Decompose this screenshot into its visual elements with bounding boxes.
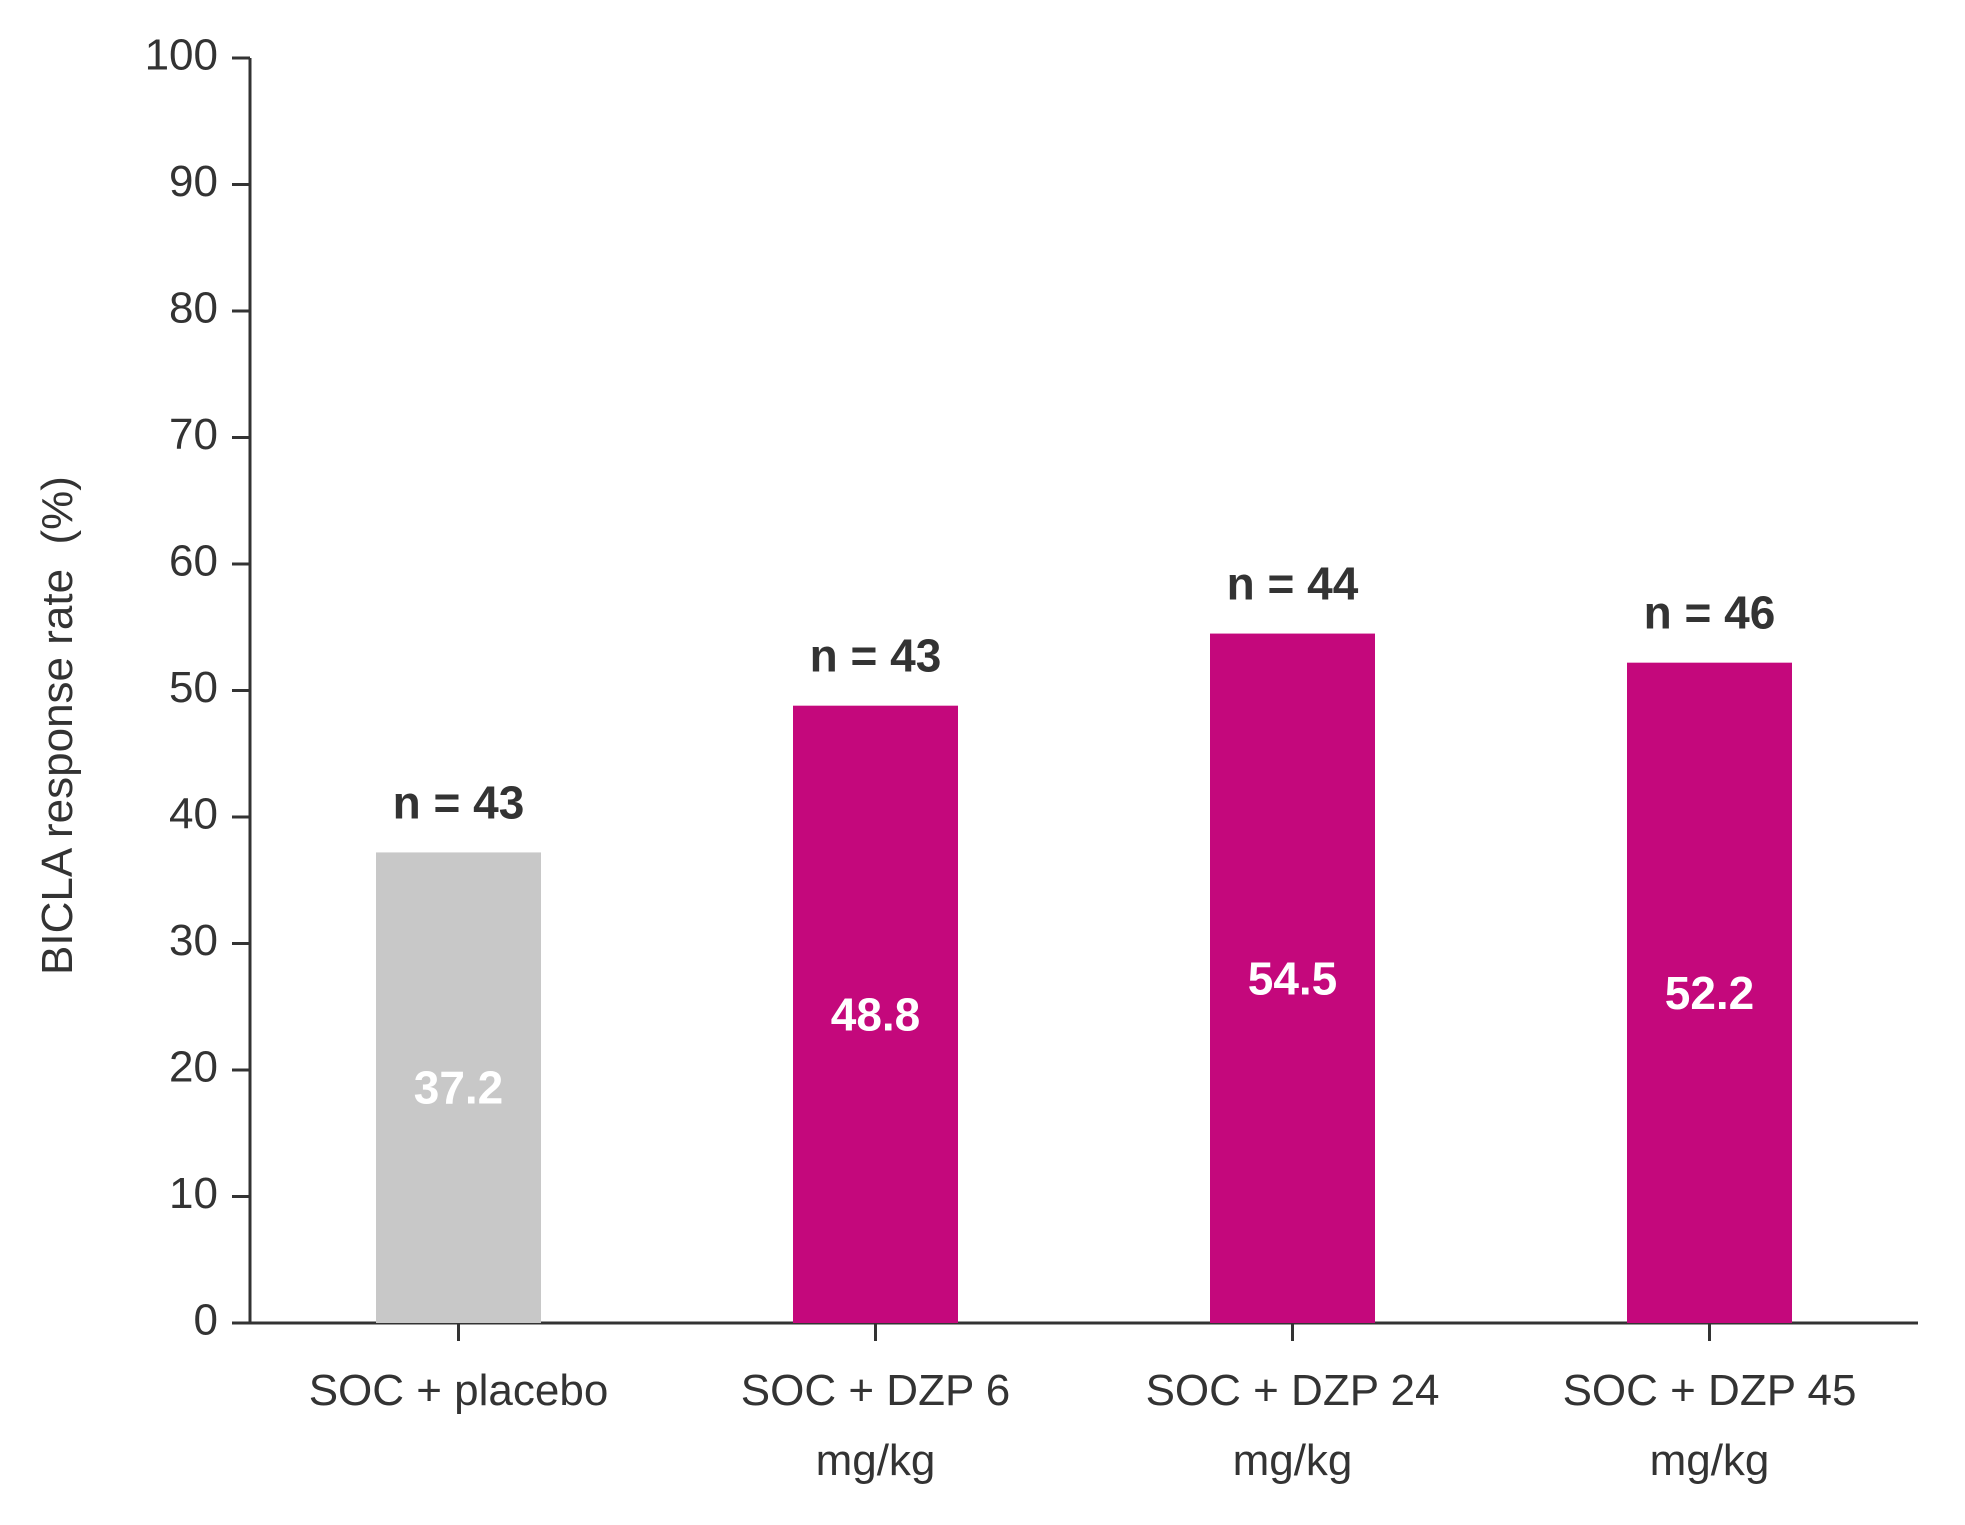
bar [1627,662,1792,1323]
bar-n-label: n = 43 [810,630,942,682]
bar-value-label: 52.2 [1665,967,1755,1019]
y-tick-label: 100 [145,31,218,80]
y-tick-label: 40 [169,790,218,839]
x-category-label: SOC + DZP 24 [1146,1366,1440,1415]
bar [793,705,958,1323]
x-category-label: SOC + DZP 45 [1563,1366,1857,1415]
axes: 0 10 20 30 40 50 60 70 80 90 100 [145,31,1918,1345]
bar [1210,633,1375,1323]
bar [376,852,541,1323]
y-tick-label: 10 [169,1169,218,1218]
y-tick-label: 50 [169,663,218,712]
y-axis-title: BICLA response rate (%) [33,476,82,975]
bar-value-label: 54.5 [1248,952,1338,1004]
bar-n-label: n = 43 [393,776,525,828]
y-tick-label: 0 [194,1296,218,1345]
x-category-label: mg/kg [816,1436,936,1485]
y-tick-label: 90 [169,157,218,206]
x-category-label: SOC + placebo [309,1366,609,1415]
x-category-label: mg/kg [1233,1436,1353,1485]
y-tick-label: 70 [169,410,218,459]
y-axis-title-group: BICLA response rate (%) [33,476,82,975]
bar-n-label: n = 44 [1227,558,1359,610]
y-tick-label: 20 [169,1043,218,1092]
bar-value-label: 48.8 [831,988,921,1040]
y-tick-label: 30 [169,916,218,965]
bars [376,633,1792,1323]
y-tick-label: 80 [169,284,218,333]
bar-n-label: n = 46 [1644,587,1776,639]
labels: 37.2 n = 43 SOC + placebo 48.8 n = 43 SOC + D… [309,558,1857,1485]
x-category-label: mg/kg [1650,1436,1770,1485]
bar-value-label: 37.2 [414,1062,504,1114]
y-tick-label: 60 [169,537,218,586]
x-category-label: SOC + DZP 6 [741,1366,1010,1415]
